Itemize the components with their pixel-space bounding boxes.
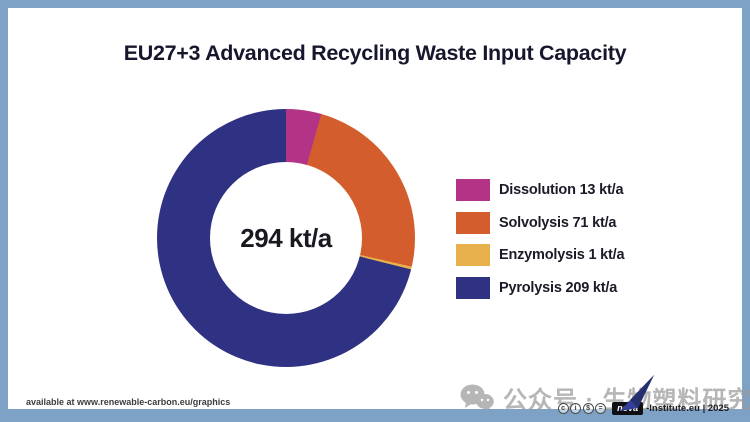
legend-item-pyrolysis: Pyrolysis 209 kt/a <box>456 276 624 299</box>
legend-label: Pyrolysis 209 kt/a <box>499 279 618 296</box>
legend-item-dissolution: Dissolution 13 kt/a <box>456 179 624 201</box>
donut-center-total: 294 kt/a <box>240 222 332 253</box>
legend-swatch <box>456 179 490 201</box>
donut-ring: 294 kt/a <box>157 109 415 367</box>
by-icon: i <box>570 403 582 414</box>
paper-plane-shape <box>620 375 654 411</box>
legend-label: Dissolution 13 kt/a <box>499 182 624 198</box>
cc-icon: c <box>557 403 569 414</box>
source-url-text: available at www.renewable-carbon.eu/gra… <box>26 397 231 407</box>
nd-icon: = <box>595 403 607 414</box>
legend: Dissolution 13 kt/a Solvolysis 71 kt/a Enz… <box>456 179 625 309</box>
license-icons: c i $ = <box>557 403 607 414</box>
legend-swatch <box>456 211 490 234</box>
nc-icon: $ <box>582 403 594 414</box>
legend-label: Enzymolysis 1 kt/a <box>499 247 625 263</box>
donut-hole: 294 kt/a <box>210 162 362 314</box>
legend-swatch <box>456 276 490 299</box>
wechat-icon <box>460 384 494 411</box>
chart-card: EU27+3 Advanced Recycling Waste Input Ca… <box>8 8 750 415</box>
legend-item-enzymolysis: Enzymolysis 1 kt/a <box>456 244 625 266</box>
credit-text: -Institute.eu | 2025 <box>646 403 729 414</box>
legend-label: Solvolysis 71 kt/a <box>499 214 617 231</box>
legend-item-solvolysis: Solvolysis 71 kt/a <box>456 211 624 234</box>
legend-swatch <box>456 244 490 266</box>
chart-title: EU27+3 Advanced Recycling Waste Input Ca… <box>123 41 627 65</box>
